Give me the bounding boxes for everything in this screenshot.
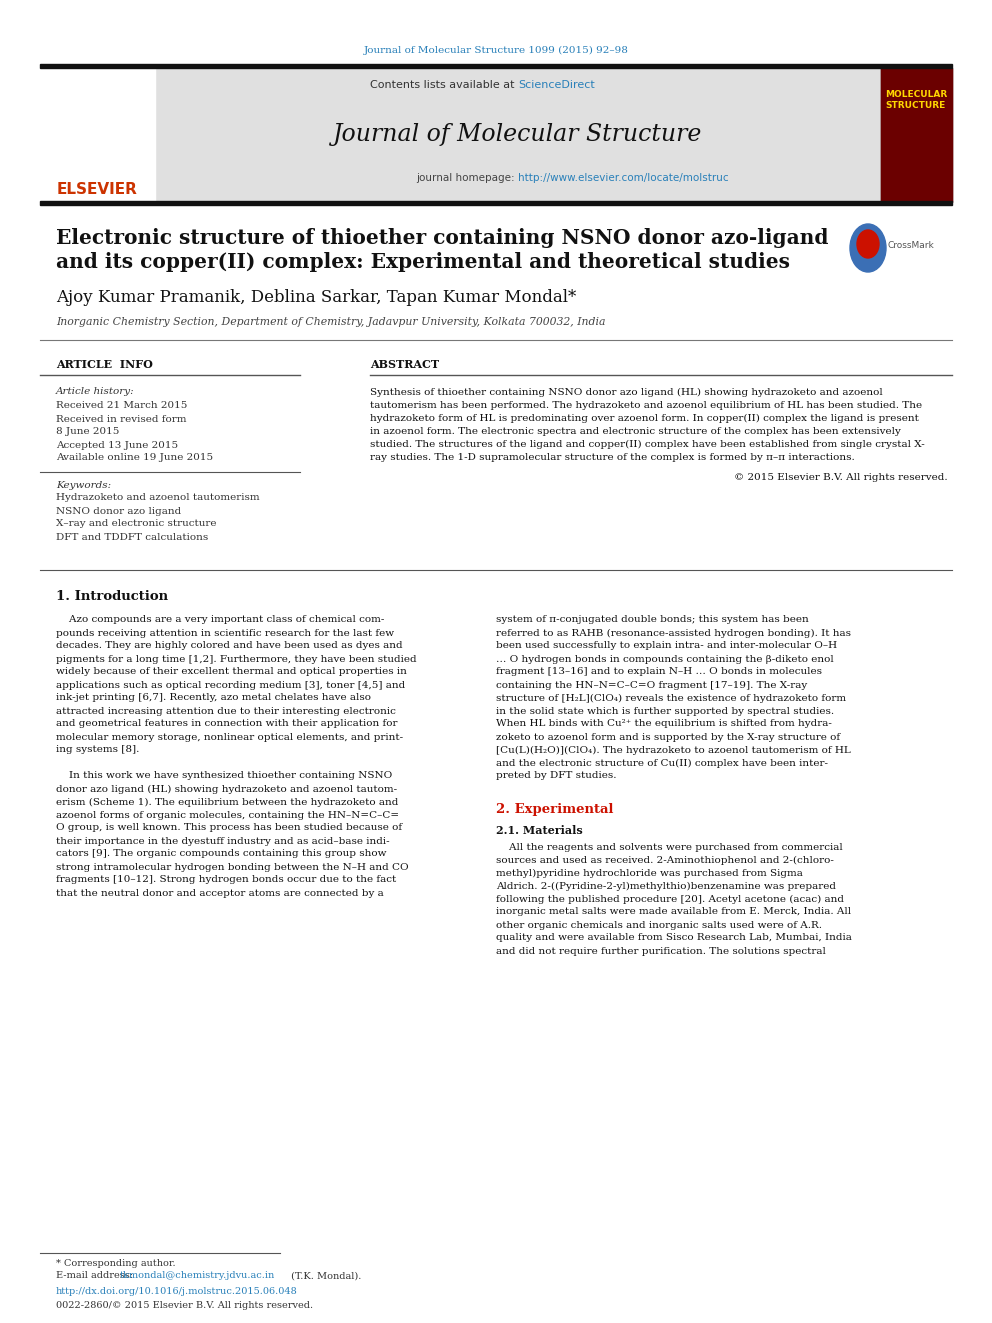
Text: strong intramolecular hydrogen bonding between the N–H and CO: strong intramolecular hydrogen bonding b… [56,863,409,872]
Text: ABSTRACT: ABSTRACT [370,360,439,370]
Text: that the neutral donor and acceptor atoms are connected by a: that the neutral donor and acceptor atom… [56,889,384,897]
Text: applications such as optical recording medium [3], toner [4,5] and: applications such as optical recording m… [56,680,406,689]
Text: 0022-2860/© 2015 Elsevier B.V. All rights reserved.: 0022-2860/© 2015 Elsevier B.V. All right… [56,1301,313,1310]
Text: tkmondal@chemistry.jdvu.ac.in: tkmondal@chemistry.jdvu.ac.in [120,1271,275,1281]
Text: methyl)pyridine hydrochloride was purchased from Sigma: methyl)pyridine hydrochloride was purcha… [496,868,803,877]
Text: system of π-conjugated double bonds; this system has been: system of π-conjugated double bonds; thi… [496,615,808,624]
Text: Electronic structure of thioether containing NSNO donor azo-ligand: Electronic structure of thioether contai… [56,228,828,247]
Text: azoenol forms of organic molecules, containing the HN–N=C–C=: azoenol forms of organic molecules, cont… [56,811,399,819]
Text: in the solid state which is further supported by spectral studies.: in the solid state which is further supp… [496,706,834,716]
Text: and geometrical features in connection with their application for: and geometrical features in connection w… [56,720,398,729]
Text: In this work we have synthesized thioether containing NSNO: In this work we have synthesized thioeth… [56,771,392,781]
Text: erism (Scheme 1). The equilibrium between the hydrazoketo and: erism (Scheme 1). The equilibrium betwee… [56,798,399,807]
Text: E-mail address:: E-mail address: [56,1271,136,1281]
Text: been used successfully to explain intra- and inter-molecular O–H: been used successfully to explain intra-… [496,642,837,651]
Text: ARTICLE  INFO: ARTICLE INFO [56,360,153,370]
Text: structure of [H₂L](ClO₄) reveals the existence of hydrazoketo form: structure of [H₂L](ClO₄) reveals the exi… [496,693,846,703]
Text: referred to as RAHB (resonance-assisted hydrogen bonding). It has: referred to as RAHB (resonance-assisted … [496,628,851,638]
Text: in azoenol form. The electronic spectra and electronic structure of the complex : in azoenol form. The electronic spectra … [370,426,901,435]
Text: 1. Introduction: 1. Introduction [56,590,168,603]
Text: other organic chemicals and inorganic salts used were of A.R.: other organic chemicals and inorganic sa… [496,921,822,930]
Text: cators [9]. The organic compounds containing this group show: cators [9]. The organic compounds contai… [56,849,387,859]
Text: preted by DFT studies.: preted by DFT studies. [496,771,616,781]
Text: inorganic metal salts were made available from E. Merck, India. All: inorganic metal salts were made availabl… [496,908,851,917]
Text: … O hydrogen bonds in compounds containing the β-diketo enol: … O hydrogen bonds in compounds containi… [496,655,833,664]
Text: decades. They are highly colored and have been used as dyes and: decades. They are highly colored and hav… [56,642,403,651]
Text: ink-jet printing [6,7]. Recently, azo metal chelates have also: ink-jet printing [6,7]. Recently, azo me… [56,693,371,703]
Text: and the electronic structure of Cu(II) complex have been inter-: and the electronic structure of Cu(II) c… [496,758,828,767]
Text: and did not require further purification. The solutions spectral: and did not require further purification… [496,946,826,955]
Text: journal homepage:: journal homepage: [416,173,518,183]
Text: Ajoy Kumar Pramanik, Deblina Sarkar, Tapan Kumar Mondal*: Ajoy Kumar Pramanik, Deblina Sarkar, Tap… [56,290,576,307]
Text: © 2015 Elsevier B.V. All rights reserved.: © 2015 Elsevier B.V. All rights reserved… [734,474,948,483]
Text: MOLECULAR
STRUCTURE: MOLECULAR STRUCTURE [885,90,947,110]
Text: All the reagents and solvents were purchased from commercial: All the reagents and solvents were purch… [496,843,843,852]
Text: * Corresponding author.: * Corresponding author. [56,1258,176,1267]
Text: http://www.elsevier.com/locate/molstruc: http://www.elsevier.com/locate/molstruc [518,173,729,183]
Text: Synthesis of thioether containing NSNO donor azo ligand (HL) showing hydrazoketo: Synthesis of thioether containing NSNO d… [370,388,883,397]
Text: ray studies. The 1-D supramolecular structure of the complex is formed by π–π in: ray studies. The 1-D supramolecular stru… [370,452,855,462]
Bar [881,67,952,202]
Text: Received in revised form: Received in revised form [56,414,186,423]
Text: fragments [10–12]. Strong hydrogen bonds occur due to the fact: fragments [10–12]. Strong hydrogen bonds… [56,876,396,885]
Text: pigments for a long time [1,2]. Furthermore, they have been studied: pigments for a long time [1,2]. Furtherm… [56,655,417,664]
Text: tautomerism has been performed. The hydrazoketo and azoenol equilibrium of HL ha: tautomerism has been performed. The hydr… [370,401,923,410]
Text: When HL binds with Cu²⁺ the equilibrium is shifted from hydra-: When HL binds with Cu²⁺ the equilibrium … [496,720,832,729]
Text: their importance in the dyestuff industry and as acid–base indi-: their importance in the dyestuff industr… [56,836,390,845]
Text: ELSEVIER: ELSEVIER [57,183,138,197]
Text: attracted increasing attention due to their interesting electronic: attracted increasing attention due to th… [56,706,396,716]
Text: studied. The structures of the ligand and copper(II) complex have been establish: studied. The structures of the ligand an… [370,439,925,448]
Text: molecular memory storage, nonlinear optical elements, and print-: molecular memory storage, nonlinear opti… [56,733,403,741]
Text: pounds receiving attention in scientific research for the last few: pounds receiving attention in scientific… [56,628,394,638]
Text: Keywords:: Keywords: [56,480,111,490]
Text: Article history:: Article history: [56,388,135,397]
Text: quality and were available from Sisco Research Lab, Mumbai, India: quality and were available from Sisco Re… [496,934,852,942]
Text: Available online 19 June 2015: Available online 19 June 2015 [56,454,213,463]
Bar [881,67,952,202]
Text: following the published procedure [20]. Acetyl acetone (acac) and: following the published procedure [20]. … [496,894,844,904]
Bar [155,67,881,202]
Text: Hydrazoketo and azoenol tautomerism: Hydrazoketo and azoenol tautomerism [56,493,260,503]
Text: donor azo ligand (HL) showing hydrazoketo and azoenol tautom-: donor azo ligand (HL) showing hydrazoket… [56,785,397,794]
Text: 2.1. Materials: 2.1. Materials [496,824,582,836]
Text: fragment [13–16] and to explain N–H … O bonds in molecules: fragment [13–16] and to explain N–H … O … [496,668,822,676]
Text: O group, is well known. This process has been studied because of: O group, is well known. This process has… [56,823,402,832]
Bar [40,67,155,202]
Text: DFT and TDDFT calculations: DFT and TDDFT calculations [56,532,208,541]
Text: sources and used as received. 2-Aminothiophenol and 2-(chloro-: sources and used as received. 2-Aminothi… [496,856,834,864]
Text: ing systems [8].: ing systems [8]. [56,745,139,754]
Text: Received 21 March 2015: Received 21 March 2015 [56,401,187,410]
Text: Journal of Molecular Structure: Journal of Molecular Structure [333,123,702,147]
Text: Aldrich. 2-((Pyridine-2-yl)methylthio)benzenamine was prepared: Aldrich. 2-((Pyridine-2-yl)methylthio)be… [496,881,836,890]
Text: 2. Experimental: 2. Experimental [496,803,613,816]
Ellipse shape [857,230,879,258]
Text: zoketo to azoenol form and is supported by the X-ray structure of: zoketo to azoenol form and is supported … [496,733,840,741]
Text: (T.K. Mondal).: (T.K. Mondal). [288,1271,361,1281]
Text: NSNO donor azo ligand: NSNO donor azo ligand [56,507,182,516]
Text: Contents lists available at: Contents lists available at [370,79,518,90]
Text: containing the HN–N=C–C=O fragment [17–19]. The X-ray: containing the HN–N=C–C=O fragment [17–1… [496,680,807,689]
Text: widely because of their excellent thermal and optical properties in: widely because of their excellent therma… [56,668,407,676]
Bar [40,201,952,205]
Text: [Cu(L)(H₂O)](ClO₄). The hydrazoketo to azoenol tautomerism of HL: [Cu(L)(H₂O)](ClO₄). The hydrazoketo to a… [496,745,851,754]
Text: CrossMark: CrossMark [888,242,934,250]
Text: http://dx.doi.org/10.1016/j.molstruc.2015.06.048: http://dx.doi.org/10.1016/j.molstruc.201… [56,1287,298,1297]
Text: Journal of Molecular Structure 1099 (2015) 92–98: Journal of Molecular Structure 1099 (201… [363,45,629,54]
Ellipse shape [850,224,886,273]
Text: 8 June 2015: 8 June 2015 [56,427,119,437]
Bar [40,64,952,67]
Text: Azo compounds are a very important class of chemical com-: Azo compounds are a very important class… [56,615,384,624]
Text: Accepted 13 June 2015: Accepted 13 June 2015 [56,441,179,450]
Text: and its copper(II) complex: Experimental and theoretical studies: and its copper(II) complex: Experimental… [56,251,790,273]
Text: ScienceDirect: ScienceDirect [518,79,595,90]
Text: hydrazoketo form of HL is predominating over azoenol form. In copper(II) complex: hydrazoketo form of HL is predominating … [370,413,919,422]
Text: Inorganic Chemistry Section, Department of Chemistry, Jadavpur University, Kolka: Inorganic Chemistry Section, Department … [56,318,605,327]
Text: X–ray and electronic structure: X–ray and electronic structure [56,520,216,528]
